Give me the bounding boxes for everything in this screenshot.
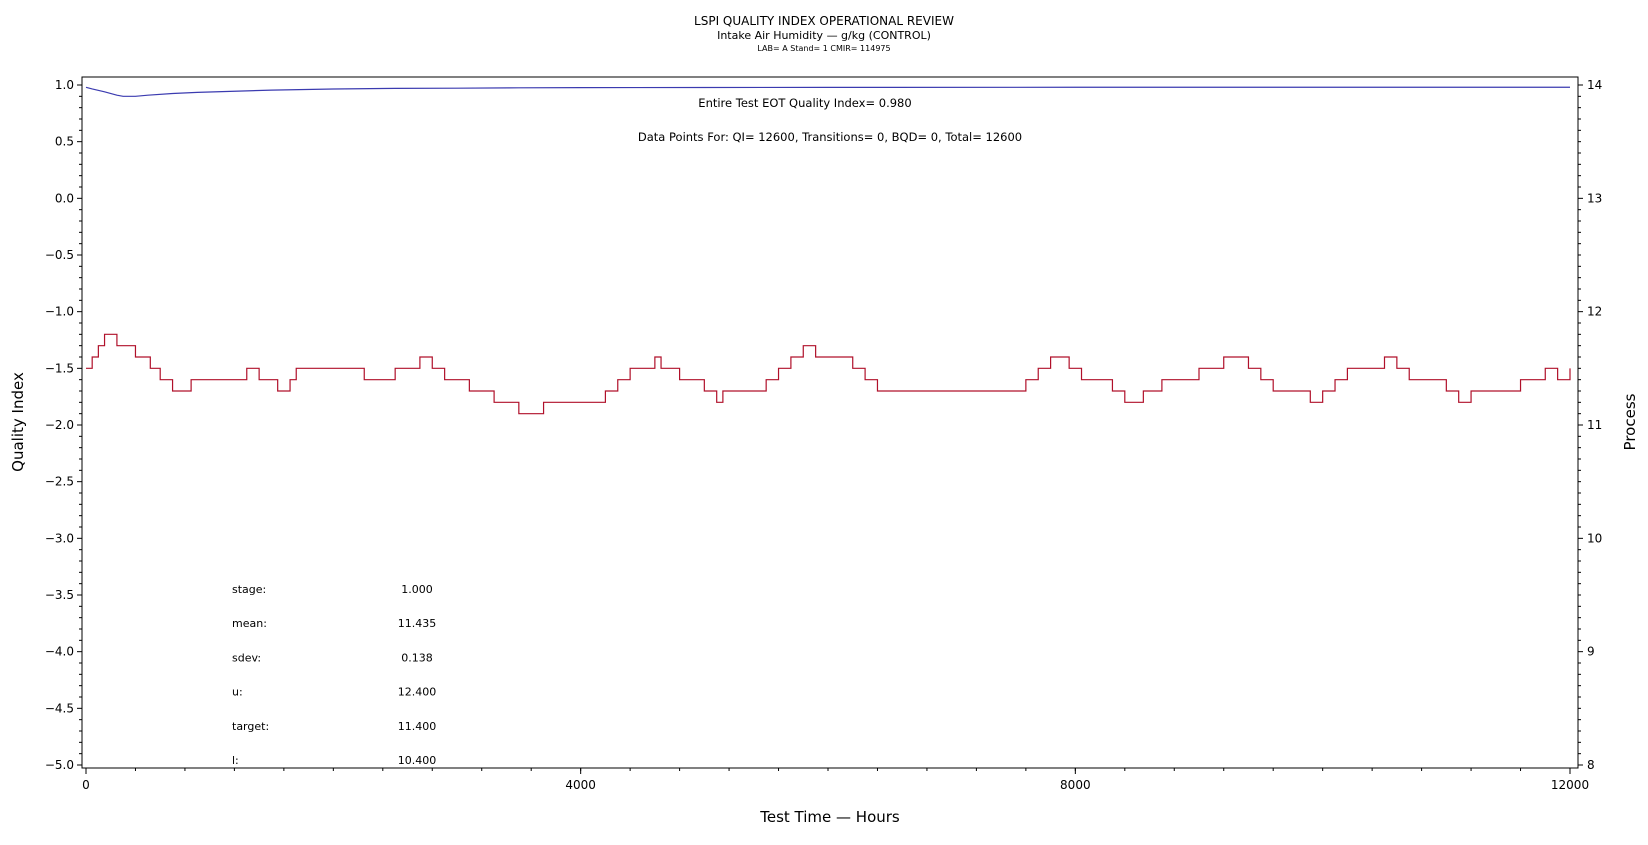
x-axis: 0 4000 8000 12000 xyxy=(82,768,1589,792)
left-tick-label: 0.0 xyxy=(55,191,74,205)
data-points-annotation: Data Points For: QI= 12600, Transitions=… xyxy=(638,130,1022,144)
stat-value: 10.400 xyxy=(398,754,437,767)
y2-axis-label: Process xyxy=(1621,393,1639,450)
right-tick-label: 13 xyxy=(1587,191,1602,205)
chart-subtitle-2: LAB= A Stand= 1 CMIR= 114975 xyxy=(757,44,890,53)
left-tick-label: 1.0 xyxy=(55,78,74,92)
left-tick-label: −3.5 xyxy=(45,588,74,602)
stat-value: 11.435 xyxy=(398,617,437,630)
right-tick-label: 12 xyxy=(1587,305,1602,319)
stat-value: 0.138 xyxy=(401,651,433,664)
left-tick-label: −2.0 xyxy=(45,418,74,432)
stat-value: 12.400 xyxy=(398,686,437,699)
stat-value: 11.400 xyxy=(398,720,437,733)
left-tick-label: −2.5 xyxy=(45,475,74,489)
left-tick-label: −4.0 xyxy=(45,645,74,659)
stat-label: l: xyxy=(232,754,239,767)
stat-label: sdev: xyxy=(232,651,261,664)
stat-label: target: xyxy=(232,720,269,733)
chart-subtitle: Intake Air Humidity — g/kg (CONTROL) xyxy=(717,29,931,42)
stat-value: 1.000 xyxy=(401,583,433,596)
stat-label: stage: xyxy=(232,583,266,596)
process-series-line xyxy=(86,333,1571,415)
stats-block: stage: 1.000 mean: 11.435 sdev: 0.138 u: 12.400… xyxy=(232,583,436,767)
quality-index-series-line xyxy=(85,86,1570,97)
right-tick-label: 11 xyxy=(1587,418,1602,432)
x-tick-label: 8000 xyxy=(1060,778,1091,792)
x-tick-label: 4000 xyxy=(565,778,596,792)
right-tick-label: 10 xyxy=(1587,531,1602,545)
series-layer xyxy=(85,86,1571,415)
x-axis-label: Test Time — Hours xyxy=(759,808,900,826)
y-axis-label: Quality Index xyxy=(9,372,27,472)
plot-frame xyxy=(81,76,1579,769)
left-axis: 1.0 0.5 0.0 −0.5 −1.0 −1.5 −2.0 −2.5 −3.0 −3.5 −4.… xyxy=(45,78,82,772)
left-tick-label: −5.0 xyxy=(45,758,74,772)
left-tick-label: −0.5 xyxy=(45,248,74,262)
stat-label: mean: xyxy=(232,617,267,630)
left-tick-label: −1.5 xyxy=(45,361,74,375)
eot-annotation: Entire Test EOT Quality Index= 0.980 xyxy=(698,96,911,110)
right-axis: 14 13 12 11 10 9 8 xyxy=(1578,78,1602,772)
stat-label: u: xyxy=(232,686,243,699)
left-tick-label: −1.0 xyxy=(45,305,74,319)
x-tick-label: 0 xyxy=(82,778,90,792)
x-tick-label: 12000 xyxy=(1551,778,1589,792)
left-tick-label: −4.5 xyxy=(45,701,74,715)
left-tick-label: 0.5 xyxy=(55,135,74,149)
right-tick-label: 14 xyxy=(1587,78,1602,92)
right-tick-label: 9 xyxy=(1587,645,1595,659)
right-tick-label: 8 xyxy=(1587,758,1595,772)
left-tick-label: −3.0 xyxy=(45,531,74,545)
chart-title: LSPI QUALITY INDEX OPERATIONAL REVIEW xyxy=(694,14,954,28)
